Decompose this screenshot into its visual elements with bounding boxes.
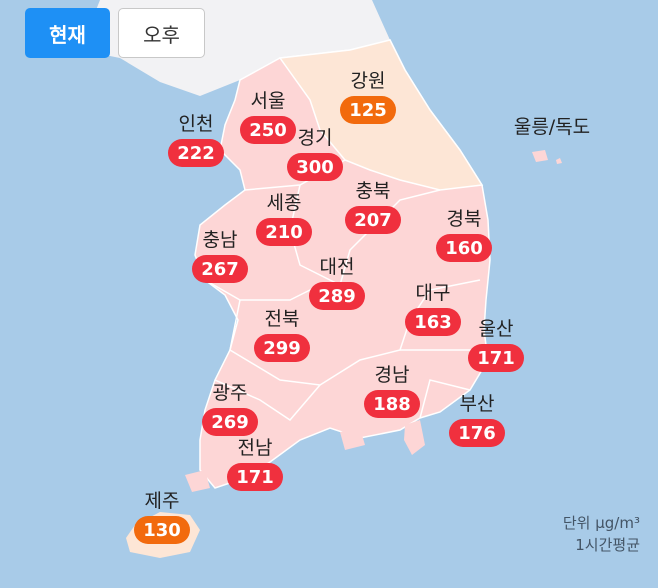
region-busan[interactable]: 부산 176	[449, 393, 505, 447]
jindo-island	[185, 470, 210, 492]
region-gyeongbuk[interactable]: 경북 160	[436, 208, 492, 262]
region-name: 울산	[478, 318, 514, 340]
region-value: 250	[240, 116, 296, 144]
region-name: 전북	[264, 308, 300, 330]
region-name: 세종	[266, 192, 302, 214]
region-value: 300	[287, 153, 343, 181]
region-value: 171	[468, 344, 524, 372]
region-sejong[interactable]: 세종 210	[256, 192, 312, 246]
region-name: 대구	[415, 282, 451, 304]
region-gangwon[interactable]: 강원 125	[340, 70, 396, 124]
unit-label: 단위 μg/m³	[562, 514, 640, 532]
region-value: 269	[202, 408, 258, 436]
region-name: 대전	[319, 256, 355, 278]
region-value: 210	[256, 218, 312, 246]
region-value: 188	[364, 390, 420, 418]
region-name: 부산	[459, 393, 495, 415]
tab-afternoon[interactable]: 오후	[118, 8, 205, 58]
region-jeonnam[interactable]: 전남 171	[227, 437, 283, 491]
region-value: 299	[254, 334, 310, 362]
region-daegu[interactable]: 대구 163	[405, 282, 461, 336]
region-chungnam[interactable]: 충남 267	[192, 229, 248, 283]
unit-average: 1시간평균	[575, 536, 640, 554]
region-value: 222	[168, 139, 224, 167]
dokdo-island	[556, 158, 562, 164]
region-incheon[interactable]: 인천 222	[168, 113, 224, 167]
region-chungbuk[interactable]: 충북 207	[345, 180, 401, 234]
region-name: 충북	[355, 180, 391, 202]
region-value: 163	[405, 308, 461, 336]
region-value: 289	[309, 282, 365, 310]
region-ulleung[interactable]: 울릉/독도	[514, 116, 590, 138]
region-gwangju[interactable]: 광주 269	[202, 382, 258, 436]
region-value: 130	[134, 516, 190, 544]
region-name: 강원	[350, 70, 386, 92]
region-name: 충남	[202, 229, 238, 251]
region-value: 160	[436, 234, 492, 262]
region-value: 267	[192, 255, 248, 283]
region-name: 전남	[237, 437, 273, 459]
ulleung-island	[532, 150, 548, 162]
region-name: 경기	[297, 127, 333, 149]
region-name: 서울	[250, 90, 286, 112]
region-gyeonggi[interactable]: 경기 300	[287, 127, 343, 181]
region-jeonbuk[interactable]: 전북 299	[254, 308, 310, 362]
region-name: 제주	[144, 490, 180, 512]
region-seoul[interactable]: 서울 250	[240, 90, 296, 144]
region-value: 176	[449, 419, 505, 447]
region-value: 171	[227, 463, 283, 491]
region-daejeon[interactable]: 대전 289	[309, 256, 365, 310]
unit-legend: 단위 μg/m³ 1시간평균	[563, 512, 640, 556]
region-gyeongnam[interactable]: 경남 188	[364, 364, 420, 418]
region-value: 125	[340, 96, 396, 124]
region-ulsan[interactable]: 울산 171	[468, 318, 524, 372]
region-name: 경남	[374, 364, 410, 386]
geoje-island	[404, 420, 425, 455]
region-name: 울릉/독도	[513, 116, 591, 138]
region-jeju[interactable]: 제주 130	[134, 490, 190, 544]
tab-current[interactable]: 현재	[25, 8, 110, 58]
region-name: 인천	[178, 113, 214, 135]
region-name: 광주	[212, 382, 248, 404]
namhae-island	[340, 428, 365, 450]
region-name: 경북	[446, 208, 482, 230]
region-value: 207	[345, 206, 401, 234]
